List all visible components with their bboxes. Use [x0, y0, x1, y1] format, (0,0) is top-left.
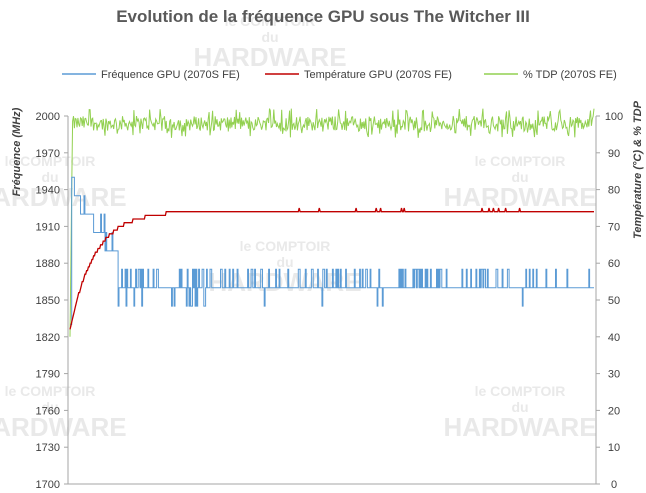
- right-tick-label: 30: [608, 369, 620, 381]
- watermark-line1: le COMPTOIR: [5, 153, 96, 169]
- watermark-line1: le COMPTOIR: [5, 383, 96, 399]
- right-tick-label: 60: [608, 258, 620, 270]
- legend-label-temperature: Température GPU (2070S FE): [304, 69, 452, 81]
- right-tick-label: 20: [608, 405, 620, 417]
- left-tick-label: 1790: [36, 369, 60, 381]
- watermark-line2: du: [41, 399, 58, 415]
- watermark-line2: du: [511, 169, 528, 185]
- legend-label-frequency: Fréquence GPU (2070S FE): [101, 69, 240, 81]
- watermark-line3: HARDWARE: [0, 182, 127, 212]
- left-tick-label: 1880: [36, 258, 60, 270]
- watermark-line2: du: [41, 169, 58, 185]
- series-group: [69, 108, 595, 337]
- left-tick-label: 1940: [36, 185, 60, 197]
- left-axis-title: Fréquence (MHz): [11, 107, 23, 196]
- right-tick-label: 90: [608, 148, 620, 160]
- right-tick-label: 80: [608, 185, 620, 197]
- left-tick-label: 1850: [36, 295, 60, 307]
- left-tick-label: 1700: [36, 479, 60, 491]
- left-tick-label: 1970: [36, 148, 60, 160]
- left-tick-label: 1730: [36, 442, 60, 454]
- series-line-tdp: [69, 108, 595, 337]
- series-line-temperature: [69, 207, 594, 330]
- watermark-line2: du: [261, 29, 278, 45]
- legend: Fréquence GPU (2070S FE) Température GPU…: [62, 69, 617, 81]
- left-tick-label: 1760: [36, 405, 60, 417]
- right-tick-label: 0: [611, 479, 617, 491]
- series-line-frequency: [70, 176, 594, 325]
- watermark-line1: le COMPTOIR: [475, 153, 566, 169]
- watermark-line3: HARDWARE: [443, 182, 596, 212]
- watermark-line3: HARDWARE: [0, 412, 127, 442]
- watermark-line2: du: [276, 254, 293, 270]
- right-axis-title: Température (°C) & % TDP: [632, 100, 644, 239]
- watermark-line1: le COMPTOIR: [225, 13, 316, 29]
- watermark-line1: le COMPTOIR: [240, 238, 331, 254]
- right-tick-label: 10: [608, 442, 620, 454]
- right-tick-label: 40: [608, 332, 620, 344]
- watermark-line3: HARDWARE: [193, 42, 346, 72]
- left-axis-ticks: 2000 1970 1940 1910 1880 1850 1820 1790 1760 1730…: [36, 111, 68, 491]
- right-tick-label: 100: [605, 111, 623, 123]
- right-tick-label: 50: [608, 295, 620, 307]
- legend-label-tdp: % TDP (2070S FE): [523, 69, 617, 81]
- left-tick-label: 1820: [36, 332, 60, 344]
- chart-title: Evolution de la fréquence GPU sous The W…: [116, 7, 530, 26]
- watermark-line2: du: [511, 399, 528, 415]
- left-tick-label: 1910: [36, 221, 60, 233]
- right-tick-label: 70: [608, 221, 620, 233]
- watermark-line1: le COMPTOIR: [475, 383, 566, 399]
- left-tick-label: 2000: [36, 111, 60, 123]
- watermark-line3: HARDWARE: [443, 412, 596, 442]
